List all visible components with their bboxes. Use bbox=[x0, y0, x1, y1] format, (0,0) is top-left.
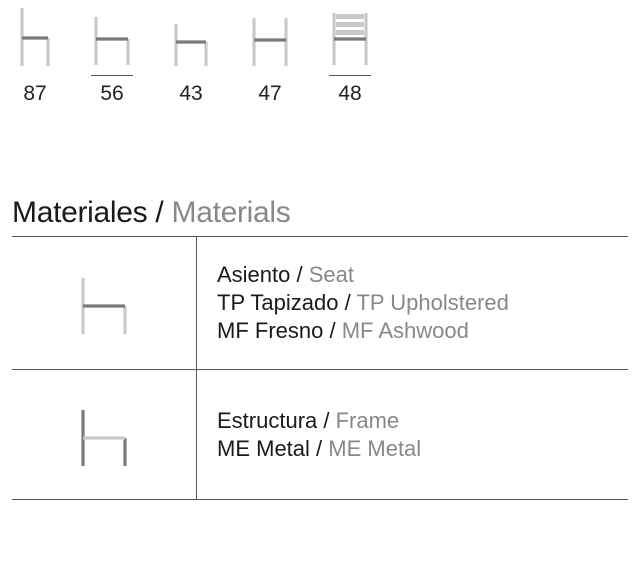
material-primary: ME Metal bbox=[217, 436, 310, 461]
chair-icon bbox=[90, 11, 134, 65]
material-secondary: MF Ashwood bbox=[342, 318, 469, 343]
material-icon-cell bbox=[12, 237, 197, 369]
material-row: Estructura / FrameME Metal / ME Metal bbox=[12, 370, 628, 500]
chair-icon bbox=[75, 404, 133, 466]
material-secondary: Frame bbox=[336, 408, 400, 433]
material-icon-cell bbox=[12, 370, 197, 499]
material-line: MF Fresno / MF Ashwood bbox=[217, 317, 628, 345]
material-primary: MF Fresno bbox=[217, 318, 323, 343]
material-sep: / bbox=[339, 290, 357, 315]
dimension-value: 87 bbox=[23, 82, 46, 106]
material-row: Asiento / SeatTP Tapizado / TP Upholster… bbox=[12, 237, 628, 370]
chair-icon bbox=[16, 8, 54, 66]
material-secondary: ME Metal bbox=[328, 436, 421, 461]
material-text-cell: Estructura / FrameME Metal / ME Metal bbox=[197, 370, 628, 499]
material-secondary: TP Upholstered bbox=[356, 290, 508, 315]
material-sep: / bbox=[290, 262, 308, 287]
materials-heading: Materiales / Materials bbox=[12, 196, 628, 237]
dimension-item: 43 bbox=[170, 16, 212, 106]
material-secondary: Seat bbox=[309, 262, 354, 287]
chair-icon bbox=[328, 9, 372, 65]
material-line: TP Tapizado / TP Upholstered bbox=[217, 289, 628, 317]
dimension-item: 87 bbox=[16, 8, 54, 106]
material-text-cell: Asiento / SeatTP Tapizado / TP Upholster… bbox=[197, 237, 628, 369]
heading-secondary: Materials bbox=[172, 196, 291, 229]
chair-icon bbox=[248, 12, 292, 66]
heading-primary: Materiales bbox=[12, 196, 147, 229]
dimension-value: 48 bbox=[329, 75, 371, 106]
material-sep: / bbox=[323, 318, 341, 343]
materials-table: Asiento / SeatTP Tapizado / TP Upholster… bbox=[12, 237, 628, 500]
dimension-value: 47 bbox=[258, 82, 281, 106]
material-line: Asiento / Seat bbox=[217, 261, 628, 289]
material-primary: Asiento bbox=[217, 262, 290, 287]
chair-icon bbox=[170, 16, 212, 66]
dimension-value: 56 bbox=[91, 75, 133, 106]
dimensions-row: 87 56 43 47 48 bbox=[12, 8, 628, 106]
heading-sep: / bbox=[147, 196, 171, 229]
dimension-value: 43 bbox=[179, 82, 202, 106]
dimension-item: 48 bbox=[328, 9, 372, 106]
material-primary: TP Tapizado bbox=[217, 290, 339, 315]
dimension-item: 56 bbox=[90, 11, 134, 106]
material-line: Estructura / Frame bbox=[217, 407, 628, 435]
material-line: ME Metal / ME Metal bbox=[217, 435, 628, 463]
material-sep: / bbox=[310, 436, 328, 461]
material-sep: / bbox=[317, 408, 335, 433]
material-primary: Estructura bbox=[217, 408, 317, 433]
dimension-item: 47 bbox=[248, 12, 292, 106]
chair-icon bbox=[75, 272, 133, 334]
